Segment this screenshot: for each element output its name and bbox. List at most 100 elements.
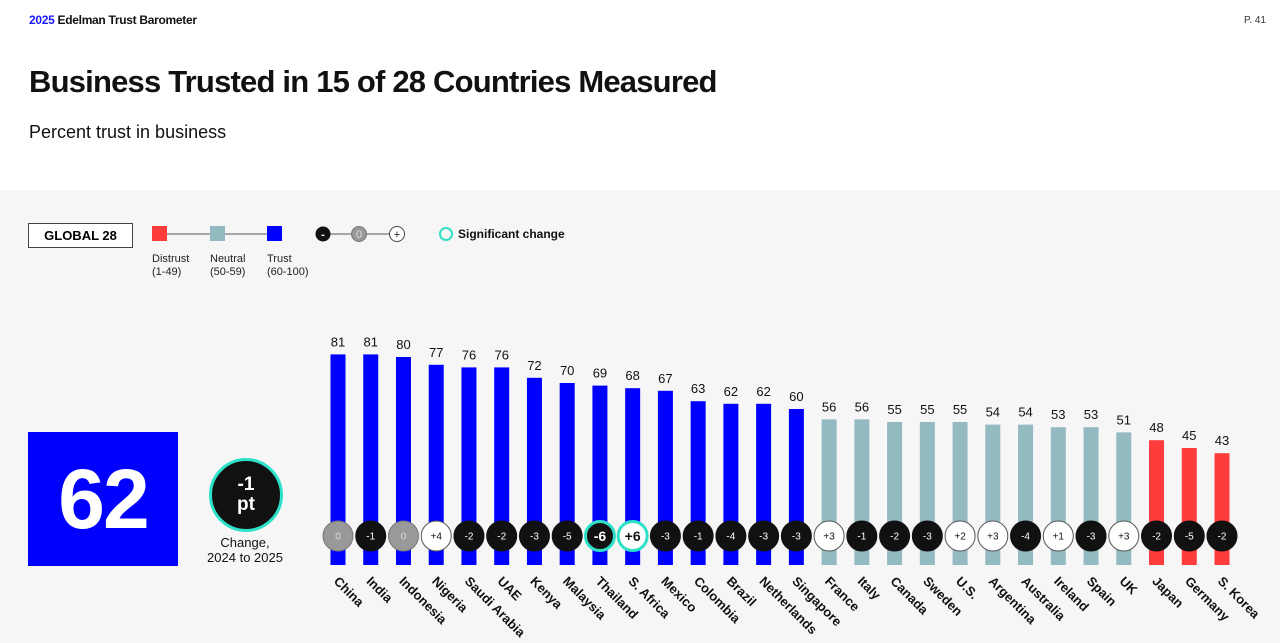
value-label: 55 bbox=[920, 402, 934, 417]
country-label: Japan bbox=[1149, 574, 1186, 611]
zero-icon bbox=[351, 226, 367, 242]
value-label: 62 bbox=[724, 384, 738, 399]
value-label: 60 bbox=[789, 389, 803, 404]
change-label: +2 bbox=[954, 532, 966, 543]
legend-neutral: Neutral (50-59) bbox=[210, 253, 246, 278]
change-label: -2 bbox=[497, 532, 506, 543]
value-label: 69 bbox=[593, 366, 607, 381]
change-label: +4 bbox=[431, 532, 443, 543]
legend-significant-change: Significant change bbox=[458, 227, 565, 241]
change-label: 0 bbox=[335, 532, 341, 543]
value-label: 76 bbox=[494, 347, 508, 362]
value-label: 48 bbox=[1149, 420, 1163, 435]
change-marker bbox=[583, 520, 616, 552]
change-label: -5 bbox=[1185, 532, 1194, 543]
change-marker bbox=[780, 520, 812, 552]
value-label: 81 bbox=[364, 334, 378, 349]
bar-UAE bbox=[494, 367, 510, 565]
color-legend bbox=[152, 226, 282, 241]
change-marker bbox=[518, 520, 550, 552]
brand-logo: 2025 Edelman Trust Barometer bbox=[29, 13, 197, 27]
page-subtitle: Percent trust in business bbox=[29, 122, 227, 142]
change-label: -3 bbox=[661, 532, 670, 543]
bar-Malaysia bbox=[559, 383, 575, 565]
change-marker bbox=[846, 520, 878, 552]
bar-China bbox=[330, 354, 346, 565]
svg-text:+: + bbox=[394, 229, 400, 241]
page-number: P. 41 bbox=[1243, 15, 1266, 26]
change-label: -3 bbox=[530, 532, 539, 543]
value-label: 77 bbox=[429, 345, 443, 360]
value-label: 55 bbox=[953, 402, 967, 417]
value-label: 54 bbox=[986, 405, 1000, 420]
legend-distrust: Distrust (1-49) bbox=[152, 253, 190, 278]
value-label: 54 bbox=[1018, 405, 1032, 420]
change-label: +3 bbox=[823, 532, 835, 543]
country-label: India bbox=[364, 574, 397, 607]
change-marker bbox=[1108, 520, 1140, 552]
change-marker bbox=[911, 520, 943, 552]
change-marker bbox=[551, 520, 583, 552]
legend-trust: Trust (60-100) bbox=[267, 253, 309, 278]
change-marker bbox=[453, 520, 485, 552]
change-marker bbox=[1141, 520, 1173, 552]
bar-Saudi Arabia bbox=[461, 367, 477, 565]
change-marker bbox=[1206, 520, 1238, 552]
value-label: 56 bbox=[855, 399, 869, 414]
change-marker bbox=[682, 520, 714, 552]
country-label: Italy bbox=[855, 574, 885, 604]
bar-India bbox=[363, 354, 379, 565]
global-trust-value: 62 bbox=[28, 432, 178, 566]
header-area: 2025 Edelman Trust Barometer P. 41 Busin… bbox=[0, 0, 1280, 190]
page-title: Business Trusted in 15 of 28 Countries M… bbox=[29, 64, 717, 99]
bar-Indonesia bbox=[395, 357, 411, 565]
change-label: -2 bbox=[890, 532, 899, 543]
change-marker bbox=[649, 520, 681, 552]
global-change-badge: -1 pt bbox=[209, 458, 283, 532]
value-label: 55 bbox=[887, 402, 901, 417]
change-marker bbox=[387, 520, 419, 552]
value-label: 53 bbox=[1084, 407, 1098, 422]
change-label: +3 bbox=[1118, 532, 1130, 543]
change-label: +3 bbox=[987, 532, 999, 543]
change-label: -2 bbox=[1152, 532, 1161, 543]
value-label: 43 bbox=[1215, 433, 1229, 448]
change-label: -6 bbox=[594, 528, 607, 544]
change-legend: - 0 + bbox=[315, 226, 453, 242]
trust-swatch bbox=[267, 226, 282, 241]
change-label: 0 bbox=[401, 532, 407, 543]
country-label: Kenya bbox=[527, 574, 566, 613]
change-label: -3 bbox=[759, 532, 768, 543]
change-marker bbox=[715, 520, 747, 552]
minus-icon bbox=[315, 226, 331, 242]
change-label: -3 bbox=[792, 532, 801, 543]
significant-change-icon bbox=[439, 227, 453, 241]
change-label: -2 bbox=[465, 532, 474, 543]
change-label: -4 bbox=[726, 532, 735, 543]
value-label: 81 bbox=[331, 334, 345, 349]
change-marker bbox=[322, 520, 354, 552]
change-marker bbox=[977, 520, 1009, 552]
country-label: China bbox=[331, 574, 368, 611]
bar-Thailand bbox=[592, 385, 608, 565]
change-marker bbox=[879, 520, 911, 552]
value-label: 62 bbox=[756, 384, 770, 399]
change-marker bbox=[748, 520, 780, 552]
value-label: 53 bbox=[1051, 407, 1065, 422]
change-label: -1 bbox=[366, 532, 375, 543]
distrust-swatch bbox=[152, 226, 167, 241]
value-label: 76 bbox=[462, 347, 476, 362]
svg-text:0: 0 bbox=[356, 229, 362, 241]
change-marker bbox=[616, 520, 649, 552]
country-label: U.S. bbox=[953, 574, 981, 602]
change-marker bbox=[355, 520, 387, 552]
change-marker bbox=[420, 520, 452, 552]
value-label: 63 bbox=[691, 381, 705, 396]
change-label: -1 bbox=[694, 532, 703, 543]
svg-text:-: - bbox=[321, 229, 325, 241]
change-marker bbox=[813, 520, 845, 552]
global-28-badge: GLOBAL 28 bbox=[28, 223, 133, 248]
change-label: -3 bbox=[1087, 532, 1096, 543]
change-label: +6 bbox=[625, 528, 641, 544]
